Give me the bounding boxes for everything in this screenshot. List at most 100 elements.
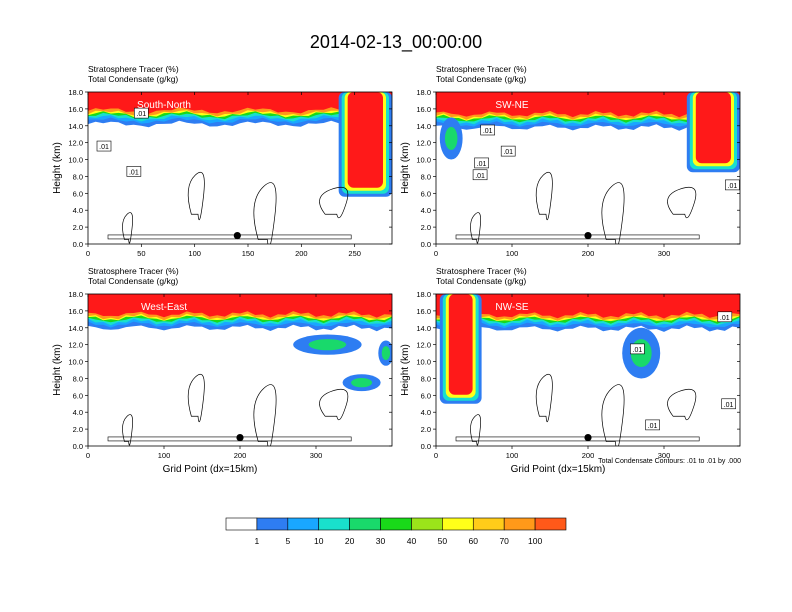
colorbar-label: 40 (407, 536, 417, 546)
x-tick-label: 300 (658, 451, 671, 460)
y-tick-label: 4.0 (421, 206, 431, 215)
panel-3: West-East Stratosphere Tracer (%)Total Co… (52, 266, 393, 475)
condensate-contour (601, 182, 625, 244)
low-cloud-contour (107, 436, 352, 442)
colorbar-box-2 (256, 517, 289, 531)
x-tick-label: 150 (242, 249, 255, 258)
condensate-contour (253, 182, 277, 244)
y-tick-label: 4.0 (421, 408, 431, 417)
y-tick-label: 2.0 (73, 223, 83, 232)
tracer-intrusion-1 (338, 92, 392, 197)
y-tick-label: 10.0 (68, 156, 83, 165)
colorbar-box-9 (472, 517, 505, 531)
contour-label-box (630, 343, 645, 355)
colorbar-box-4 (318, 517, 350, 531)
condensate-contour (319, 186, 349, 219)
condensate-contour (253, 384, 277, 446)
y-axis-label: Height (km) (400, 344, 411, 396)
condensate-contour (535, 171, 553, 221)
y-tick-label: 0.0 (421, 240, 431, 249)
condensate-contour (667, 388, 697, 421)
condensate-contour (319, 388, 349, 421)
y-tick-label: 8.0 (73, 374, 83, 383)
tracer-band-7 (88, 294, 392, 318)
y-tick-label: 14.0 (68, 122, 83, 131)
contour-label: .01 (99, 144, 109, 151)
intrusion-layer-4 (695, 92, 731, 164)
y-axis-label: Height (km) (400, 142, 411, 194)
location-marker (584, 231, 592, 240)
condensate-contour (122, 212, 133, 244)
low-cloud-contour (455, 436, 700, 442)
panel-title-line-1: Stratosphere Tracer (%) (436, 64, 527, 74)
y-tick-label: 8.0 (421, 374, 431, 383)
panel-label: South-North (137, 100, 191, 111)
colorbar: 1 5 10 20 30 40 50 60 70 100 (225, 517, 567, 546)
x-tick-label: 300 (658, 249, 671, 258)
contour-label: .01 (648, 423, 658, 430)
contour-label-box (126, 166, 142, 177)
colorbar-box-7 (411, 517, 443, 531)
panel-4: .01 .01 .01 .01 NW-SE Stratosphere Tracer (%)… (400, 266, 741, 475)
intrusion-layer-4 (448, 294, 473, 395)
tracer-intrusion-1 (686, 92, 740, 173)
panel-title-line-2: Total Condensate (g/kg) (436, 74, 526, 84)
colorbar-label: 50 (438, 536, 448, 546)
condensate-contour (470, 414, 481, 446)
panel-title-line-1: Stratosphere Tracer (%) (436, 266, 527, 276)
x-axis-label: Grid Point (dx=15km) (511, 464, 606, 475)
tracer-band-7 (436, 92, 740, 118)
x-tick-label: 300 (310, 451, 323, 460)
y-tick-label: 18.0 (416, 290, 431, 299)
contour-label: .01 (633, 347, 643, 354)
colorbar-label: 100 (528, 536, 542, 546)
panel-title-line-2: Total Condensate (g/kg) (88, 276, 178, 286)
panel-grid: .01 .01 .01 South-North Stratosphere Tracer … (52, 64, 741, 475)
x-tick-label: 100 (506, 249, 519, 258)
y-tick-label: 14.0 (416, 122, 431, 131)
y-tick-label: 16.0 (416, 307, 431, 316)
contour-note: Total Condensate Contours: .01 to .01 by… (598, 458, 741, 465)
colorbar-box-8 (442, 517, 474, 531)
intrusion-layer-4 (347, 92, 383, 188)
panel-label: NW-SE (495, 302, 528, 313)
x-tick-label: 250 (348, 249, 361, 258)
y-tick-label: 0.0 (421, 442, 431, 451)
contour-label: .01 (477, 161, 487, 168)
y-tick-label: 6.0 (73, 189, 83, 198)
colorbar-label: 60 (469, 536, 479, 546)
y-tick-label: 0.0 (73, 442, 83, 451)
x-tick-label: 200 (295, 249, 308, 258)
y-tick-label: 10.0 (416, 156, 431, 165)
y-tick-label: 12.0 (416, 341, 431, 350)
y-tick-label: 16.0 (68, 105, 83, 114)
condensate-contour (470, 212, 481, 244)
colorbar-label: 30 (376, 536, 386, 546)
y-tick-label: 12.0 (68, 139, 83, 148)
x-tick-label: 0 (86, 451, 90, 460)
tracer-blob-core-2 (351, 378, 373, 388)
panel-2: .01 .01 .01 .01 .01 SW-NE Stratosphere Tracer … (400, 64, 741, 258)
plot-area (88, 294, 392, 446)
y-axis-label: Height (km) (52, 142, 63, 194)
panel-title-line-2: Total Condensate (g/kg) (436, 276, 526, 286)
panel-title-line-1: Stratosphere Tracer (%) (88, 266, 179, 276)
low-cloud-contour (107, 234, 352, 240)
location-marker (584, 433, 592, 442)
contour-label: .01 (475, 173, 485, 180)
panel-label: SW-NE (495, 100, 528, 111)
condensate-contour (122, 414, 133, 446)
plot-frame (87, 91, 393, 245)
contour-label-box (500, 145, 516, 157)
location-marker (233, 231, 241, 240)
y-tick-label: 8.0 (73, 172, 83, 181)
contour-label: .01 (503, 149, 513, 156)
contour-label-box (472, 169, 488, 181)
x-tick-label: 100 (188, 249, 201, 258)
condensate-contour (187, 171, 205, 221)
x-tick-label: 0 (434, 249, 438, 258)
y-tick-label: 2.0 (421, 223, 431, 232)
contour-label-box (134, 107, 149, 119)
figure-title: 2014-02-13_00:00:00 (310, 32, 482, 53)
